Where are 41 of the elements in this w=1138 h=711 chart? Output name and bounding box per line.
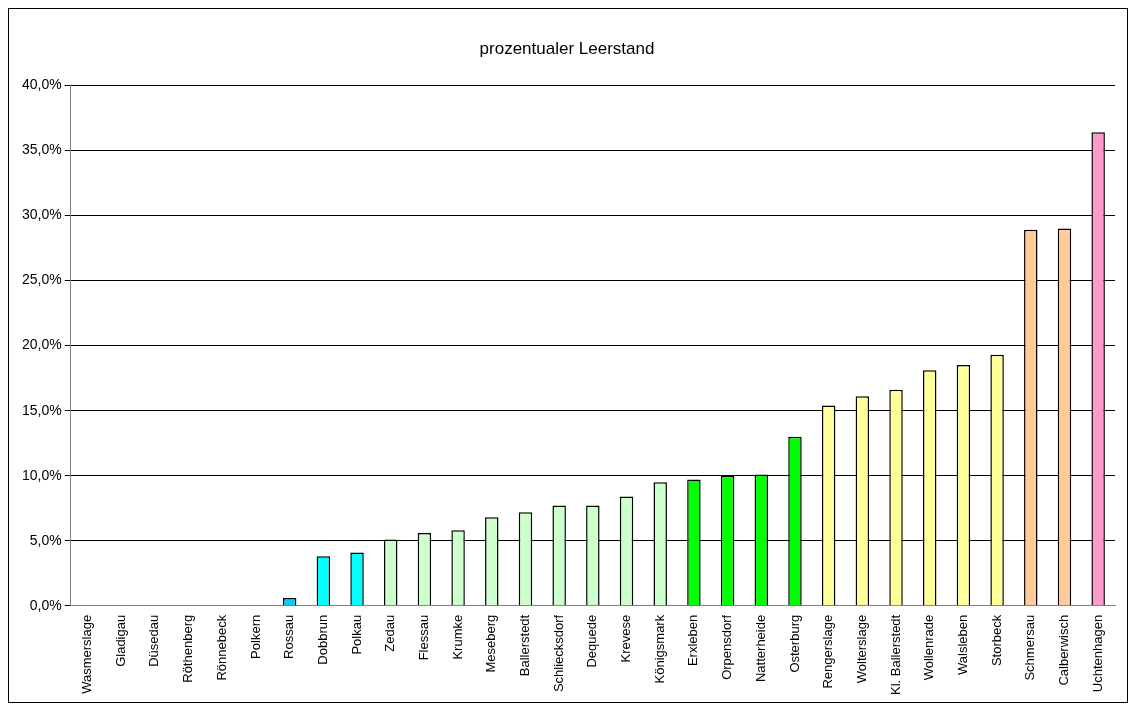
x-tick-label: Schliecksdorf bbox=[550, 614, 566, 693]
x-tick-label: Röthenberg bbox=[180, 614, 196, 683]
x-tick-label: Krumke bbox=[449, 614, 465, 660]
y-tick-label: 0,0% bbox=[29, 596, 62, 613]
x-tick-label: Uchtenhagen bbox=[1089, 614, 1105, 693]
x-tick-label: Calberwisch bbox=[1056, 614, 1072, 686]
y-tick-label: 40,0% bbox=[21, 76, 62, 93]
x-tick-label: Orpensdorf bbox=[719, 614, 735, 680]
y-tick-label: 25,0% bbox=[21, 271, 62, 288]
chart-title: prozentualer Leerstand bbox=[479, 38, 655, 58]
x-tick-label: Erxleben bbox=[685, 614, 701, 667]
x-tick-label: Natterheide bbox=[752, 614, 768, 683]
x-tick-label: Wolterslage bbox=[853, 614, 869, 684]
x-tick-label: Rossau bbox=[281, 614, 297, 659]
x-tick-label: Wollenrade bbox=[921, 614, 937, 681]
x-tick-label: Rönnebeck bbox=[213, 614, 229, 681]
x-tick-label: Dobbrun bbox=[314, 614, 330, 665]
x-tick-label: Polkern bbox=[247, 614, 263, 659]
x-tick-label: Kl. Ballerstedt bbox=[887, 614, 903, 695]
y-tick-label: 15,0% bbox=[21, 401, 62, 418]
x-tick-label: Polkau bbox=[348, 614, 364, 655]
x-tick-label: Krevese bbox=[618, 614, 634, 663]
x-tick-label: Storbeck bbox=[988, 614, 1004, 667]
x-tick-label: Wasmerslage bbox=[79, 614, 95, 694]
x-tick-label: Ballerstedt bbox=[517, 614, 533, 677]
x-tick-label: Osterburg bbox=[786, 614, 802, 673]
x-tick-label: Meseberg bbox=[483, 614, 499, 673]
y-tick-label: 20,0% bbox=[21, 336, 62, 353]
x-tick-label: Düsedau bbox=[146, 614, 162, 667]
x-tick-label: Zedau bbox=[382, 614, 398, 652]
x-tick-label: Königsmark bbox=[651, 614, 667, 684]
x-tick-label: Rengerslage bbox=[820, 614, 836, 689]
x-tick-label: Dequede bbox=[584, 614, 600, 668]
y-tick-label: 35,0% bbox=[21, 141, 62, 158]
y-tick-label: 10,0% bbox=[21, 466, 62, 483]
y-tick-label: 30,0% bbox=[21, 206, 62, 223]
x-tick-label: Flessau bbox=[415, 614, 431, 661]
x-tick-label: Walsleben bbox=[954, 614, 970, 676]
x-tick-label: Schmersau bbox=[1022, 614, 1038, 681]
y-tick-label: 5,0% bbox=[29, 531, 62, 548]
x-tick-label: Gladigau bbox=[112, 614, 128, 667]
